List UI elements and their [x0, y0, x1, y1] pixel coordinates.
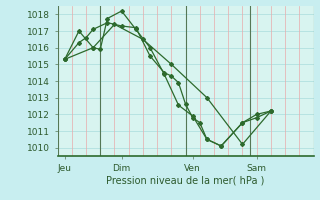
X-axis label: Pression niveau de la mer( hPa ): Pression niveau de la mer( hPa ) [107, 175, 265, 185]
